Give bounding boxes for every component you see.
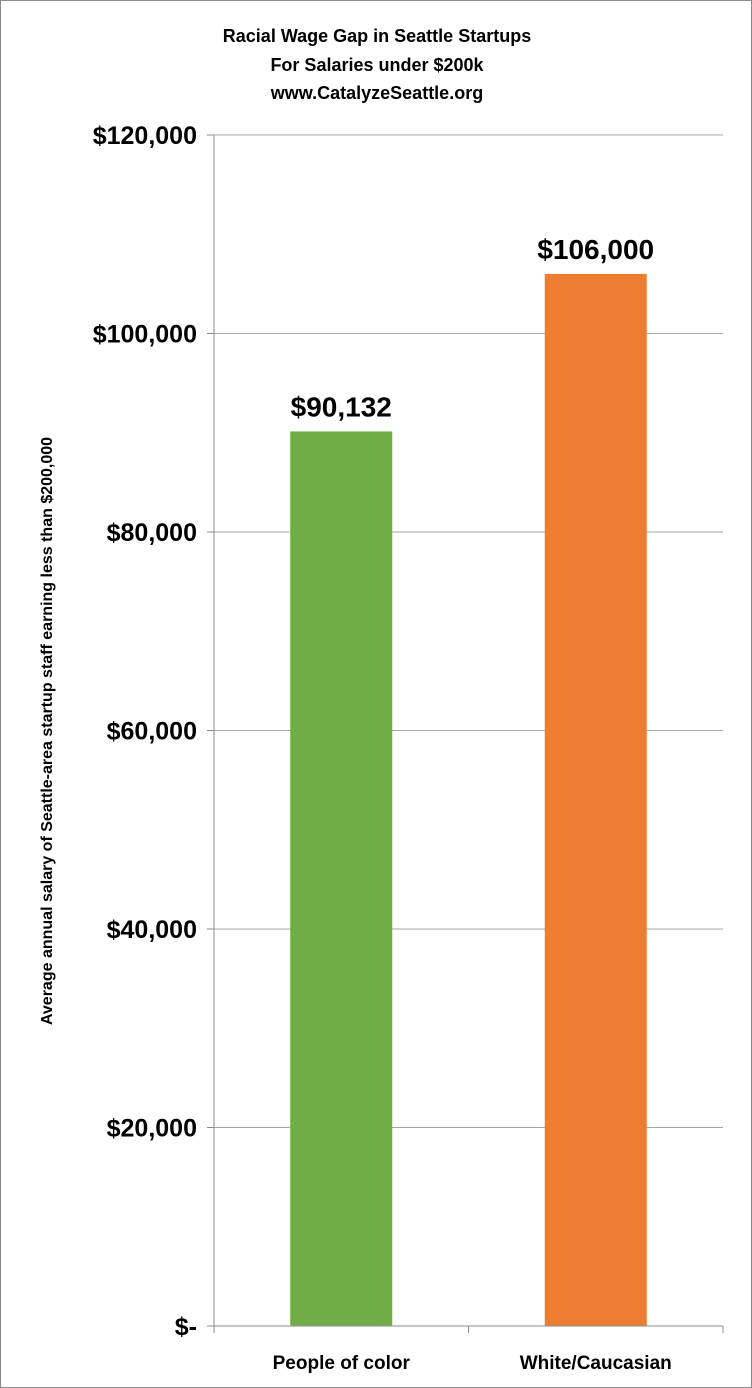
bar-0 <box>290 431 393 1326</box>
labels: $90,132 People of color $106,000 White/Cauc… <box>273 234 672 1374</box>
chart-title-line-1: Racial Wage Gap in Seattle Startups <box>223 26 531 46</box>
y-tick-label: $80,000 <box>107 519 197 547</box>
axes <box>213 135 724 1333</box>
y-tick-label: $20,000 <box>107 1115 197 1143</box>
y-tick-label: $60,000 <box>107 718 197 746</box>
category-label-0: People of color <box>273 1353 411 1374</box>
bar-1 <box>544 273 647 1327</box>
y-axis-title: Average annual salary of Seattle-area st… <box>39 437 56 1025</box>
y-tick-label: $100,000 <box>93 321 197 349</box>
bars <box>290 273 647 1327</box>
category-label-1: White/Caucasian <box>520 1353 672 1374</box>
data-label-1: $106,000 <box>537 234 654 265</box>
y-tick-label: $40,000 <box>107 916 197 944</box>
data-label-0: $90,132 <box>291 391 392 422</box>
y-axis-ticks: $- $20,000 $40,000 $60,000 $80,000 $100,000 $1… <box>93 122 214 1341</box>
y-tick-label: $- <box>175 1313 197 1341</box>
chart-title: Racial Wage Gap in Seattle Startups For … <box>223 26 531 103</box>
y-tick-label: $120,000 <box>93 122 197 150</box>
chart-title-line-3: www.CatalyzeSeattle.org <box>270 83 483 103</box>
chart-title-line-2: For Salaries under $200k <box>270 55 484 75</box>
